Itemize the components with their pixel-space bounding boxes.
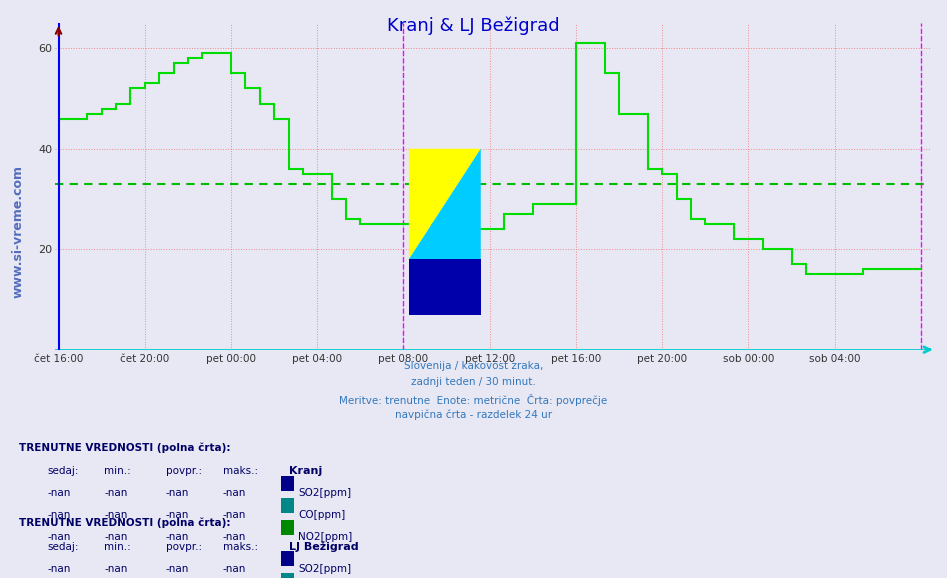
Text: Slovenija / kakovost zraka,: Slovenija / kakovost zraka, (403, 361, 544, 371)
Text: -nan: -nan (47, 564, 71, 573)
Text: navpična črta - razdelek 24 ur: navpična črta - razdelek 24 ur (395, 410, 552, 420)
Text: -nan: -nan (166, 532, 189, 542)
Text: -nan: -nan (104, 510, 128, 520)
Text: sedaj:: sedaj: (47, 466, 79, 476)
Polygon shape (409, 260, 481, 314)
Text: povpr.:: povpr.: (166, 466, 202, 476)
Text: -nan: -nan (223, 510, 246, 520)
Text: maks.:: maks.: (223, 542, 258, 551)
Polygon shape (409, 149, 481, 260)
Text: -nan: -nan (223, 564, 246, 573)
Text: povpr.:: povpr.: (166, 542, 202, 551)
Text: sedaj:: sedaj: (47, 542, 79, 551)
Text: -nan: -nan (47, 510, 71, 520)
Text: TRENUTNE VREDNOSTI (polna črta):: TRENUTNE VREDNOSTI (polna črta): (19, 517, 230, 528)
Text: CO[ppm]: CO[ppm] (298, 510, 346, 520)
Text: -nan: -nan (104, 488, 128, 498)
Text: -nan: -nan (166, 488, 189, 498)
Text: zadnji teden / 30 minut.: zadnji teden / 30 minut. (411, 377, 536, 387)
Text: www.si-vreme.com: www.si-vreme.com (11, 165, 25, 298)
Text: min.:: min.: (104, 466, 131, 476)
Text: -nan: -nan (104, 564, 128, 573)
Text: NO2[ppm]: NO2[ppm] (298, 532, 352, 542)
Text: -nan: -nan (223, 488, 246, 498)
Text: Meritve: trenutne  Enote: metrične  Črta: povprečje: Meritve: trenutne Enote: metrične Črta: … (339, 394, 608, 406)
Polygon shape (409, 149, 481, 260)
Text: -nan: -nan (223, 532, 246, 542)
Text: -nan: -nan (47, 532, 71, 542)
Text: maks.:: maks.: (223, 466, 258, 476)
Text: -nan: -nan (104, 532, 128, 542)
Text: SO2[ppm]: SO2[ppm] (298, 488, 351, 498)
Text: -nan: -nan (166, 510, 189, 520)
Text: LJ Bežigrad: LJ Bežigrad (289, 542, 359, 552)
Text: SO2[ppm]: SO2[ppm] (298, 564, 351, 573)
Text: Kranj & LJ Bežigrad: Kranj & LJ Bežigrad (387, 16, 560, 35)
Text: -nan: -nan (166, 564, 189, 573)
Text: -nan: -nan (47, 488, 71, 498)
Text: TRENUTNE VREDNOSTI (polna črta):: TRENUTNE VREDNOSTI (polna črta): (19, 442, 230, 453)
Text: min.:: min.: (104, 542, 131, 551)
Text: Kranj: Kranj (289, 466, 322, 476)
